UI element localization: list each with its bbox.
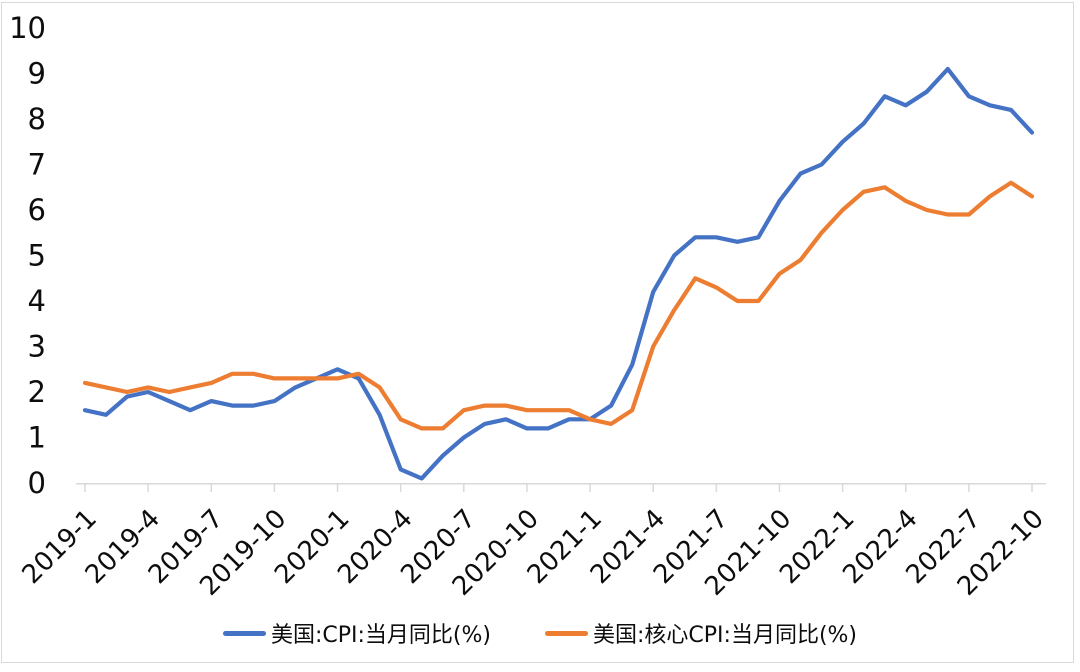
y-axis-tick-label: 9 <box>28 57 46 91</box>
y-axis-tick-label: 0 <box>28 466 46 500</box>
series-layer <box>82 66 1035 481</box>
y-axis-tick-label: 2 <box>28 375 46 409</box>
legend-item-cpi: 美国:CPI:当月同比(%) <box>222 617 491 649</box>
legend: 美国:CPI:当月同比(%) 美国:核心CPI:当月同比(%) <box>0 617 1080 649</box>
y-axis-tick-label: 3 <box>28 330 46 364</box>
chart-frame <box>1 2 1074 663</box>
y-axis-tick-label: 6 <box>28 193 46 227</box>
cpi-line <box>82 66 1035 481</box>
legend-label-core-cpi: 美国:核心CPI:当月同比(%) <box>593 623 858 648</box>
legend-label-cpi: 美国:CPI:当月同比(%) <box>270 623 491 648</box>
y-axis-tick-label: 7 <box>28 148 46 182</box>
legend-item-core-cpi: 美国:核心CPI:当月同比(%) <box>545 617 857 649</box>
core-cpi-line-swatch <box>545 630 588 636</box>
y-axis-tick-label: 4 <box>28 284 46 318</box>
y-axis-tick-label: 5 <box>28 239 46 273</box>
core-cpi-line <box>82 180 1035 431</box>
y-axis-tick-label: 10 <box>9 11 46 45</box>
cpi-line-swatch <box>222 630 266 636</box>
y-axis-tick-label: 1 <box>28 421 46 455</box>
y-axis-tick-label: 8 <box>28 102 46 136</box>
